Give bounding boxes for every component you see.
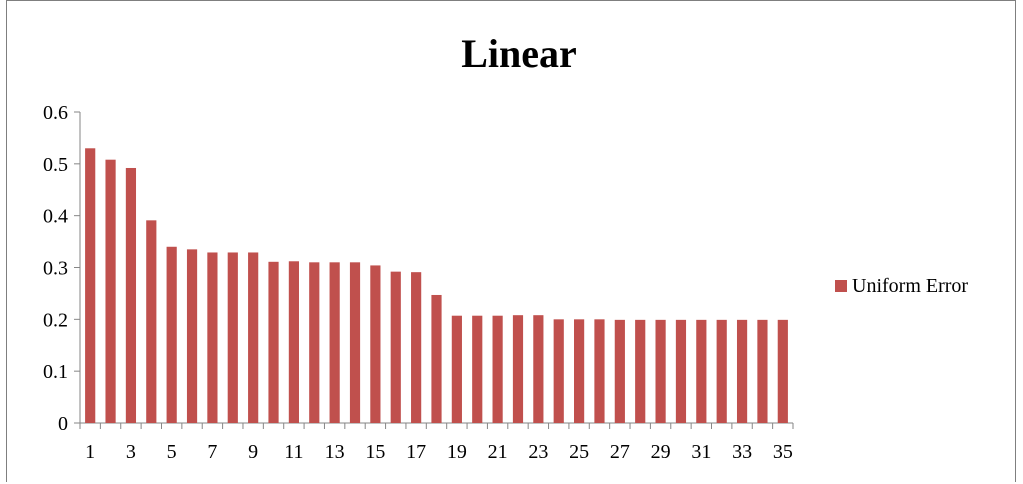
x-tick-label: 17 [406, 441, 426, 463]
y-axis: 0 0.1 0.2 0.3 0.4 0.5 0.6 [43, 102, 81, 435]
bar [553, 319, 564, 423]
y-tick-label: 0.3 [43, 258, 68, 280]
bar [370, 265, 381, 423]
y-tick-label: 0 [58, 413, 68, 435]
bar [757, 319, 768, 423]
x-tick-label: 33 [732, 441, 752, 463]
x-axis: 1 3 5 7 9 11 13 15 17 19 21 23 25 27 29 31 33 35 [79, 422, 794, 463]
bar [451, 315, 462, 423]
bar [635, 319, 646, 423]
bar [655, 319, 666, 423]
bar [248, 252, 259, 423]
chart-title: Linear [461, 31, 577, 76]
bars [85, 148, 788, 424]
bar [390, 271, 401, 423]
bar [166, 246, 177, 423]
bar [411, 272, 422, 423]
y-tick-label: 0.6 [43, 102, 68, 124]
y-tick-label: 0.1 [43, 361, 68, 383]
bar [594, 319, 605, 423]
x-tick-label: 27 [610, 441, 630, 463]
x-tick-label: 25 [569, 441, 589, 463]
x-tick-label: 7 [207, 441, 217, 463]
bar [614, 319, 625, 423]
x-tick-label: 21 [488, 441, 508, 463]
x-tick-label: 31 [691, 441, 711, 463]
bar [85, 148, 96, 424]
bar [186, 249, 198, 423]
chart-frame [6, 0, 1016, 482]
x-tick-label: 15 [365, 441, 385, 463]
x-tick-label: 3 [126, 441, 136, 463]
legend-label: Uniform Error [852, 275, 968, 297]
bar [696, 319, 707, 423]
x-tick-label: 23 [528, 441, 548, 463]
bar [492, 315, 503, 423]
bar [736, 319, 748, 423]
y-tick-label: 0.2 [43, 309, 68, 331]
bar [431, 294, 442, 423]
bar [349, 262, 361, 423]
bar [472, 315, 483, 423]
y-tick-label: 0.4 [43, 206, 68, 228]
bar [207, 252, 218, 423]
bar [777, 319, 788, 423]
y-tick-label: 0.5 [43, 154, 68, 176]
x-tick-label: 1 [85, 441, 95, 463]
bar [329, 262, 340, 423]
bar [125, 167, 137, 423]
x-tick-label: 35 [773, 441, 793, 463]
bar [512, 315, 524, 423]
bar [227, 252, 238, 423]
bar [675, 319, 687, 423]
bar [716, 319, 727, 423]
bar [288, 261, 299, 423]
legend: Uniform Error [835, 275, 968, 297]
bar [105, 159, 116, 424]
bar [533, 315, 544, 423]
bar [268, 261, 279, 423]
x-tick-label: 11 [284, 441, 303, 463]
x-tick-label: 19 [447, 441, 467, 463]
x-tick-label: 29 [651, 441, 671, 463]
bar [146, 220, 157, 423]
bar [309, 262, 320, 423]
x-tick-label: 5 [167, 441, 177, 463]
x-tick-label: 9 [248, 441, 258, 463]
legend-swatch [835, 280, 847, 292]
x-tick-label: 13 [325, 441, 345, 463]
bar [574, 319, 585, 423]
